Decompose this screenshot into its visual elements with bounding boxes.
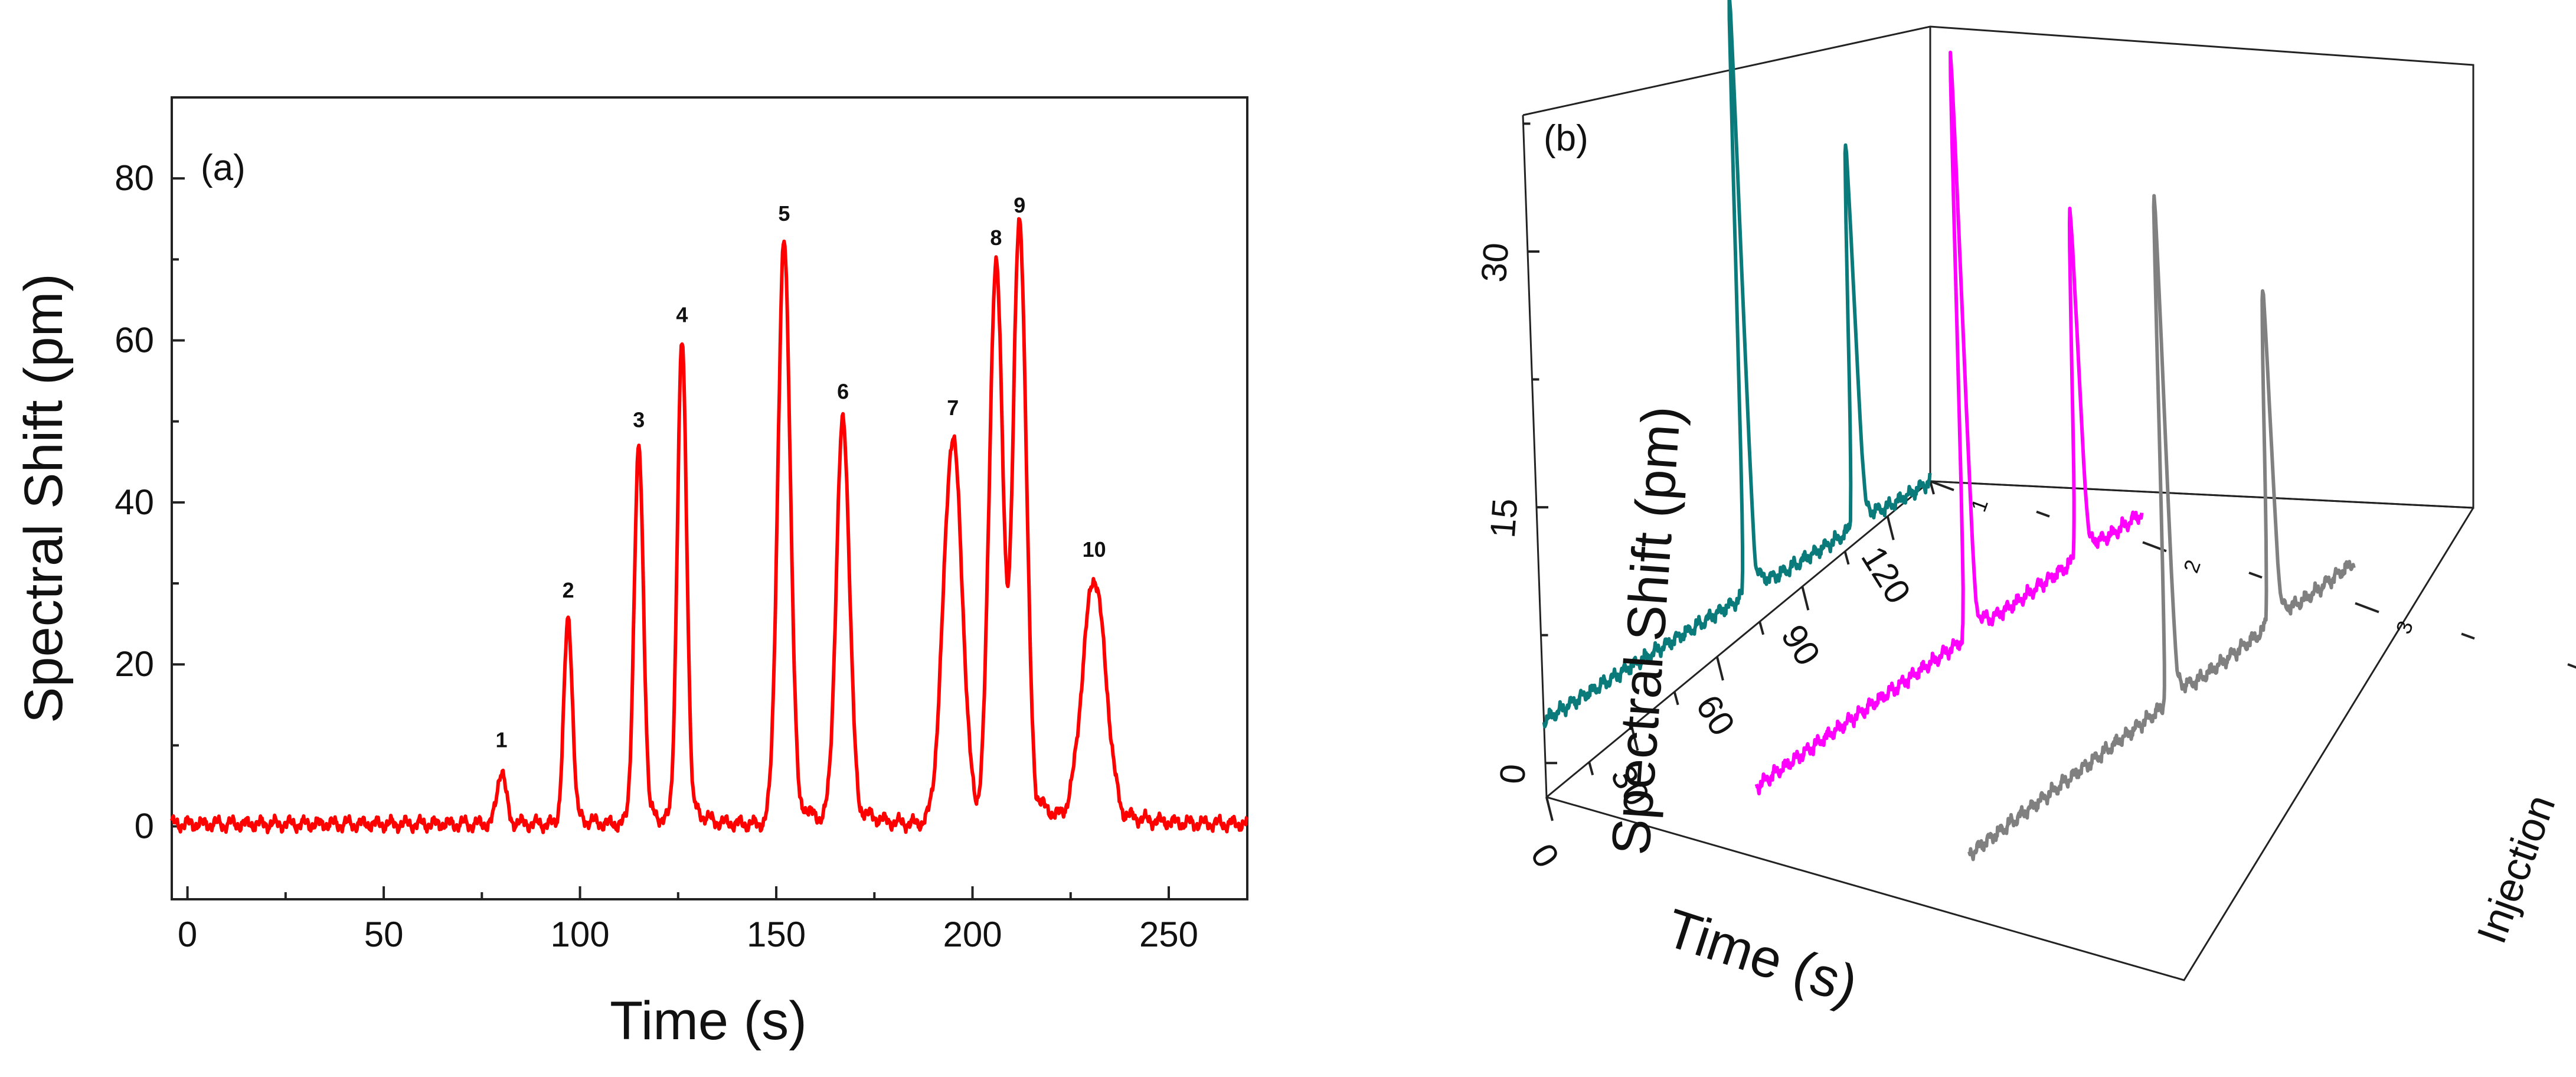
panel-b-x-tick-label: 0 (1523, 837, 1567, 874)
panel-b-x-major-tick (1630, 726, 1639, 751)
panel-a-peak-label: 3 (633, 408, 645, 432)
panel-a-y-tick-label: 60 (115, 321, 154, 360)
panel-b-z-major-tick (2355, 602, 2379, 613)
panel-b-y-tick-label: 15 (1483, 497, 1525, 539)
panel-b-x-minor-tick (1843, 551, 1850, 565)
panel-b-z-minor-tick (2461, 632, 2475, 640)
panel-b-z-minor-tick (2248, 572, 2263, 579)
panel-a-x-tick-label: 100 (551, 915, 610, 954)
panel-b-y-tick-label: 30 (1474, 241, 1516, 283)
panel-b-x-tick-label: 60 (1688, 688, 1743, 742)
panel-a-peak-label: 8 (990, 226, 1002, 250)
panel-b-x-tick-label: 90 (1774, 618, 1828, 672)
panel-a-y-axis-title: Spectral Shift (pm) (14, 273, 74, 723)
panel-a-y-tick-label: 40 (115, 482, 154, 522)
panel-b-x-minor-tick (1929, 481, 1935, 495)
panel-a-y-tick-label: 80 (115, 158, 154, 198)
panel-b-x-major-tick (1715, 656, 1724, 681)
panel-b-z-tick-label: 2 (2179, 557, 2205, 576)
panel-b-x-minor-tick (1588, 762, 1594, 776)
panel-a-x-tick-label: 200 (943, 915, 1002, 954)
panel-a-peak-label: 4 (676, 302, 688, 327)
panel-b-floor-back-edge (1930, 480, 2474, 509)
panel-b-z-axis-title: Injection (2468, 789, 2564, 949)
panel-a-peak-label: 2 (563, 578, 574, 602)
panel-a-label: (a) (201, 148, 246, 188)
panel-a-x-axis-title: Time (s) (610, 991, 807, 1051)
panel-a-plot-frame (171, 96, 1248, 900)
panel-b-x-major-tick (1886, 515, 1895, 540)
panel-a-peak-label: 5 (778, 201, 790, 226)
panel-a-y-tick-label: 0 (135, 807, 154, 846)
panel-a-x-tick-label: 150 (747, 915, 806, 954)
panel-b-back-wall (1522, 25, 2474, 509)
panel-b-label: (b) (1544, 118, 1588, 159)
panel-b-x-major-tick (1545, 797, 1554, 821)
panel-b-y-tick-label: 0 (1492, 763, 1533, 785)
panel-a-peak-label: 7 (947, 396, 959, 420)
panel-a-x-tick-label: 250 (1139, 915, 1198, 954)
panel-b-z-major-tick (1930, 480, 1954, 491)
panel-b-3d-waterfall: (b) 0153003060901201234 Spectral Shift (… (1474, 0, 2576, 1016)
panel-b-series-line-injection-1 (1542, 0, 1932, 729)
panel-b-y-axis-title: Spectral Shift (pm) (1601, 404, 1692, 857)
panel-a-peak-label: 9 (1014, 193, 1025, 217)
panel-b-x-minor-tick (1758, 621, 1765, 635)
panel-b-x-major-tick (1801, 586, 1810, 611)
panel-b-x-tick-label: 120 (1853, 539, 1918, 610)
panel-a-peak-label: 6 (837, 380, 849, 404)
panel-b-x-minor-tick (1673, 691, 1679, 706)
panel-a-peak-label: 10 (1083, 537, 1106, 562)
panel-b-z-major-tick (2567, 663, 2576, 669)
panel-a-series-line (170, 217, 1249, 834)
panel-b-floor-front-edge (1546, 507, 2474, 981)
panel-b-z-minor-tick (2036, 510, 2050, 518)
panel-a-2d-chromatogram: (a) 0 50 100 150 200 250 0 20 40 60 80 1 2 3 4 5 6 7 89 10… (14, 96, 1249, 1051)
panel-b-series-line-injection-2 (1754, 50, 2144, 795)
panel-b-series-line-injection-3 (1967, 194, 2356, 861)
panel-b-x-axis-title: Time (s) (1659, 898, 1865, 1016)
panel-a-peak-label: 1 (496, 728, 508, 752)
panel-a-y-tick-label: 20 (115, 644, 154, 684)
panel-a-x-tick-label: 50 (364, 915, 404, 954)
panel-a-x-tick-label: 0 (178, 915, 197, 954)
